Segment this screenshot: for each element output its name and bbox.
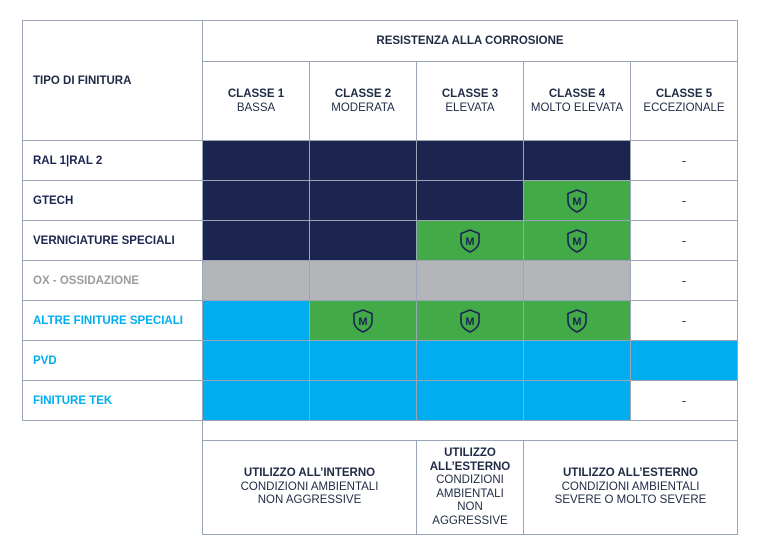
dash-mark: - [681,193,687,208]
class-2-name: CLASSE 2 [334,88,392,100]
badge-cell: M [523,220,631,261]
navy-cell [202,220,310,261]
grey-cell [309,260,417,301]
usage-external-mild-text: CONDIZIONI AMBIENTALI NON AGGRESSIVE [432,474,508,527]
not-available-cell: - [630,220,738,261]
svg-text:M: M [572,196,581,208]
class-2-level: MODERATA [331,102,395,114]
svg-text:M: M [572,316,581,328]
row-label-text: FINITURE TEK [33,394,113,407]
shield-m-icon: M [567,188,587,213]
row-label-text: RAL 1|RAL 2 [33,154,103,167]
navy-cell [416,180,524,221]
shield-m-icon: M [460,228,480,253]
corrosion-resistance-title: RESISTENZA ALLA CORROSIONE [376,35,564,47]
shield-m-icon: M [460,308,480,333]
corrosion-resistance-header: RESISTENZA ALLA CORROSIONE [202,20,738,62]
row-label: VERNICIATURE SPECIALI [22,220,203,261]
usage-internal: UTILIZZO ALL’INTERNO CONDIZIONI AMBIENTA… [202,440,417,535]
row-label-text: PVD [33,354,57,367]
shield-m-icon: M [567,308,587,333]
dash-mark: - [681,273,687,288]
row-label: ALTRE FINITURE SPECIALI [22,300,203,341]
class-3-header: CLASSE 3 ELEVATA [416,61,524,141]
usage-external-severe-text: CONDIZIONI AMBIENTALI SEVERE O MOLTO SEV… [554,480,707,507]
dash-mark: - [681,153,687,168]
cyan-cell [523,340,631,381]
not-available-cell: - [630,140,738,181]
row-label: OX - OSSIDAZIONE [22,260,203,301]
navy-cell [309,140,417,181]
navy-cell [416,140,524,181]
grey-cell [523,260,631,301]
cyan-cell [416,340,524,381]
usage-external-mild-title: UTILIZZO ALL’ESTERNO [429,447,511,473]
cyan-cell [309,340,417,381]
usage-external-severe-title: UTILIZZO ALL’ESTERNO [562,467,698,480]
svg-text:M: M [465,236,474,248]
badge-cell: M [523,300,631,341]
cyan-cell [630,340,738,381]
class-4-header: CLASSE 4 MOLTO ELEVATA [523,61,631,141]
usage-external-mild: UTILIZZO ALL’ESTERNO CONDIZIONI AMBIENTA… [416,440,524,535]
class-4-level: MOLTO ELEVATA [530,102,624,114]
navy-cell [309,180,417,221]
usage-external-severe: UTILIZZO ALL’ESTERNO CONDIZIONI AMBIENTA… [523,440,738,535]
row-label: GTECH [22,180,203,221]
badge-cell: M [523,180,631,221]
row-label-text: VERNICIATURE SPECIALI [33,234,175,247]
class-5-name: CLASSE 5 [655,88,713,100]
dash-mark: - [681,233,687,248]
svg-text:M: M [572,236,581,248]
grey-cell [416,260,524,301]
row-label-text: ALTRE FINITURE SPECIALI [33,314,183,327]
class-5-header: CLASSE 5 ECCEZIONALE [630,61,738,141]
badge-cell: M [416,300,524,341]
navy-cell [523,140,631,181]
badge-cell: M [309,300,417,341]
row-label-text: OX - OSSIDAZIONE [33,274,140,287]
svg-text:M: M [358,316,367,328]
cyan-cell [202,300,310,341]
cyan-cell [202,340,310,381]
finish-type-label: TIPO DI FINITURA [33,74,132,87]
row-label: PVD [22,340,203,381]
shield-m-icon: M [567,228,587,253]
class-3-name: CLASSE 3 [441,88,499,100]
navy-cell [309,220,417,261]
dash-mark: - [681,393,687,408]
class-5-level: ECCEZIONALE [643,102,725,114]
usage-internal-text: CONDIZIONI AMBIENTALI NON AGGRESSIVE [240,480,379,507]
not-available-cell: - [630,300,738,341]
cyan-cell [309,380,417,421]
spacer-row [202,420,738,441]
svg-text:M: M [465,316,474,328]
cyan-cell [416,380,524,421]
class-1-level: BASSA [236,102,276,114]
class-4-name: CLASSE 4 [548,88,606,100]
class-3-level: ELEVATA [445,102,495,114]
class-1-header: CLASSE 1 BASSA [202,61,310,141]
row-label: RAL 1|RAL 2 [22,140,203,181]
not-available-cell: - [630,380,738,421]
navy-cell [202,180,310,221]
cyan-cell [202,380,310,421]
shield-m-icon: M [353,308,373,333]
usage-internal-title: UTILIZZO ALL’INTERNO [243,467,376,480]
class-2-header: CLASSE 2 MODERATA [309,61,417,141]
not-available-cell: - [630,180,738,221]
dash-mark: - [681,313,687,328]
class-1-name: CLASSE 1 [227,88,285,100]
navy-cell [202,140,310,181]
badge-cell: M [416,220,524,261]
grey-cell [202,260,310,301]
row-label-text: GTECH [33,194,74,207]
not-available-cell: - [630,260,738,301]
row-label: FINITURE TEK [22,380,203,421]
cyan-cell [523,380,631,421]
finish-type-header: TIPO DI FINITURA [22,20,203,141]
